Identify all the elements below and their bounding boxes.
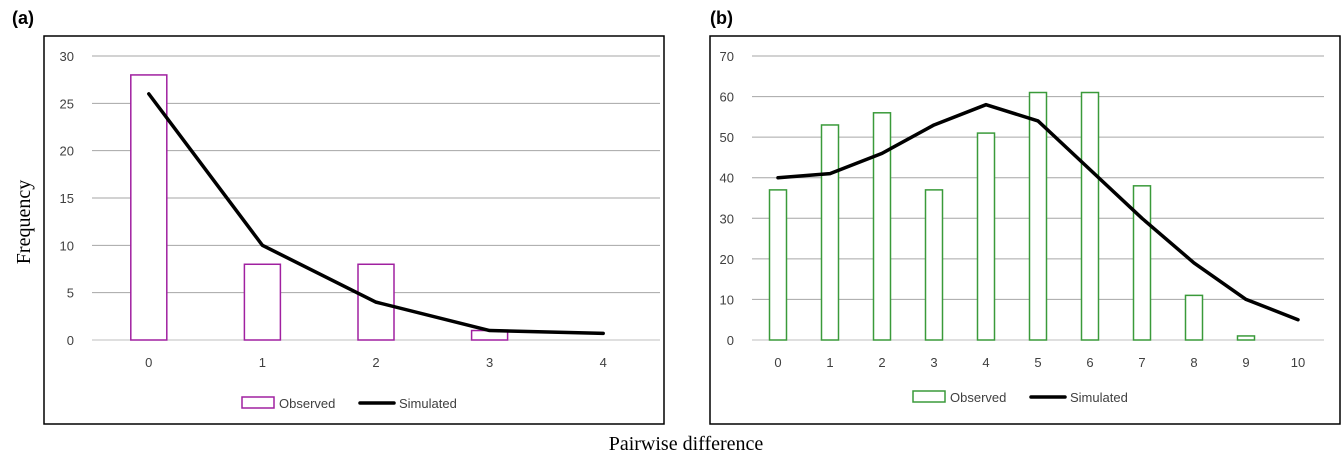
observed-bar [130,74,168,341]
x-tick-label: 7 [1138,355,1145,370]
legend-observed-label: Observed [950,390,1006,405]
x-tick-label: 8 [1190,355,1197,370]
y-tick-label: 30 [720,211,734,226]
x-tick-label: 1 [259,355,266,370]
observed-bar [820,124,840,341]
simulated-line [776,102,1300,322]
y-tick-label: 0 [727,333,734,348]
x-tick-label: 4 [600,355,607,370]
x-tick-label: 3 [486,355,493,370]
panel-frame [43,35,665,425]
observed-bar [243,263,282,341]
x-axis-title: Pairwise difference [609,433,764,455]
simulated-line [147,92,605,336]
legend-observed-label: Observed [279,396,335,411]
y-tick-label: 50 [720,130,734,145]
x-tick-label: 1 [826,355,833,370]
y-tick-label: 30 [60,49,74,64]
x-tick-label: 6 [1086,355,1093,370]
x-tick-label: 9 [1242,355,1249,370]
y-tick-label: 15 [60,191,74,206]
panel-frame [709,35,1341,425]
legend-simulated-label: Simulated [399,396,457,411]
y-tick-label: 20 [60,144,74,159]
x-tick-label: 0 [145,355,152,370]
y-axis-title: Frequency [13,180,35,264]
observed-bar [1184,294,1204,341]
observed-bar [1080,91,1100,341]
y-tick-label: 60 [720,90,734,105]
y-tick-label: 40 [720,171,734,186]
observed-bar [1028,91,1048,341]
panel-label: (b) [710,8,733,28]
legend-simulated-label: Simulated [1070,390,1128,405]
observed-bar [1132,185,1152,341]
y-tick-label: 25 [60,96,74,111]
x-tick-label: 0 [774,355,781,370]
x-tick-label: 10 [1291,355,1305,370]
y-tick-label: 10 [720,292,734,307]
panel-b: (b) 0 10 20 30 40 50 60 70 0 1 2 3 4 5 6 7 8 9 10 Observed Si… [709,8,1341,425]
observed-bar [768,189,788,341]
y-tick-label: 5 [67,286,74,301]
observed-bar [872,112,892,341]
y-tick-label: 10 [60,238,74,253]
observed-bar [924,189,944,341]
x-tick-label: 2 [372,355,379,370]
legend-observed-swatch [241,396,275,409]
panel-a: (a) 0 5 10 15 20 25 30 0 1 2 3 4 Observed Simulated [12,8,665,425]
x-tick-label: 4 [982,355,989,370]
legend-observed-swatch [912,390,946,403]
y-tick-label: 20 [720,252,734,267]
x-tick-label: 2 [878,355,885,370]
observed-bar [1236,335,1256,341]
observed-bar [976,132,996,341]
x-tick-label: 3 [930,355,937,370]
y-tick-label: 0 [67,333,74,348]
panel-label: (a) [12,8,34,28]
y-tick-label: 70 [720,49,734,64]
x-tick-label: 5 [1034,355,1041,370]
